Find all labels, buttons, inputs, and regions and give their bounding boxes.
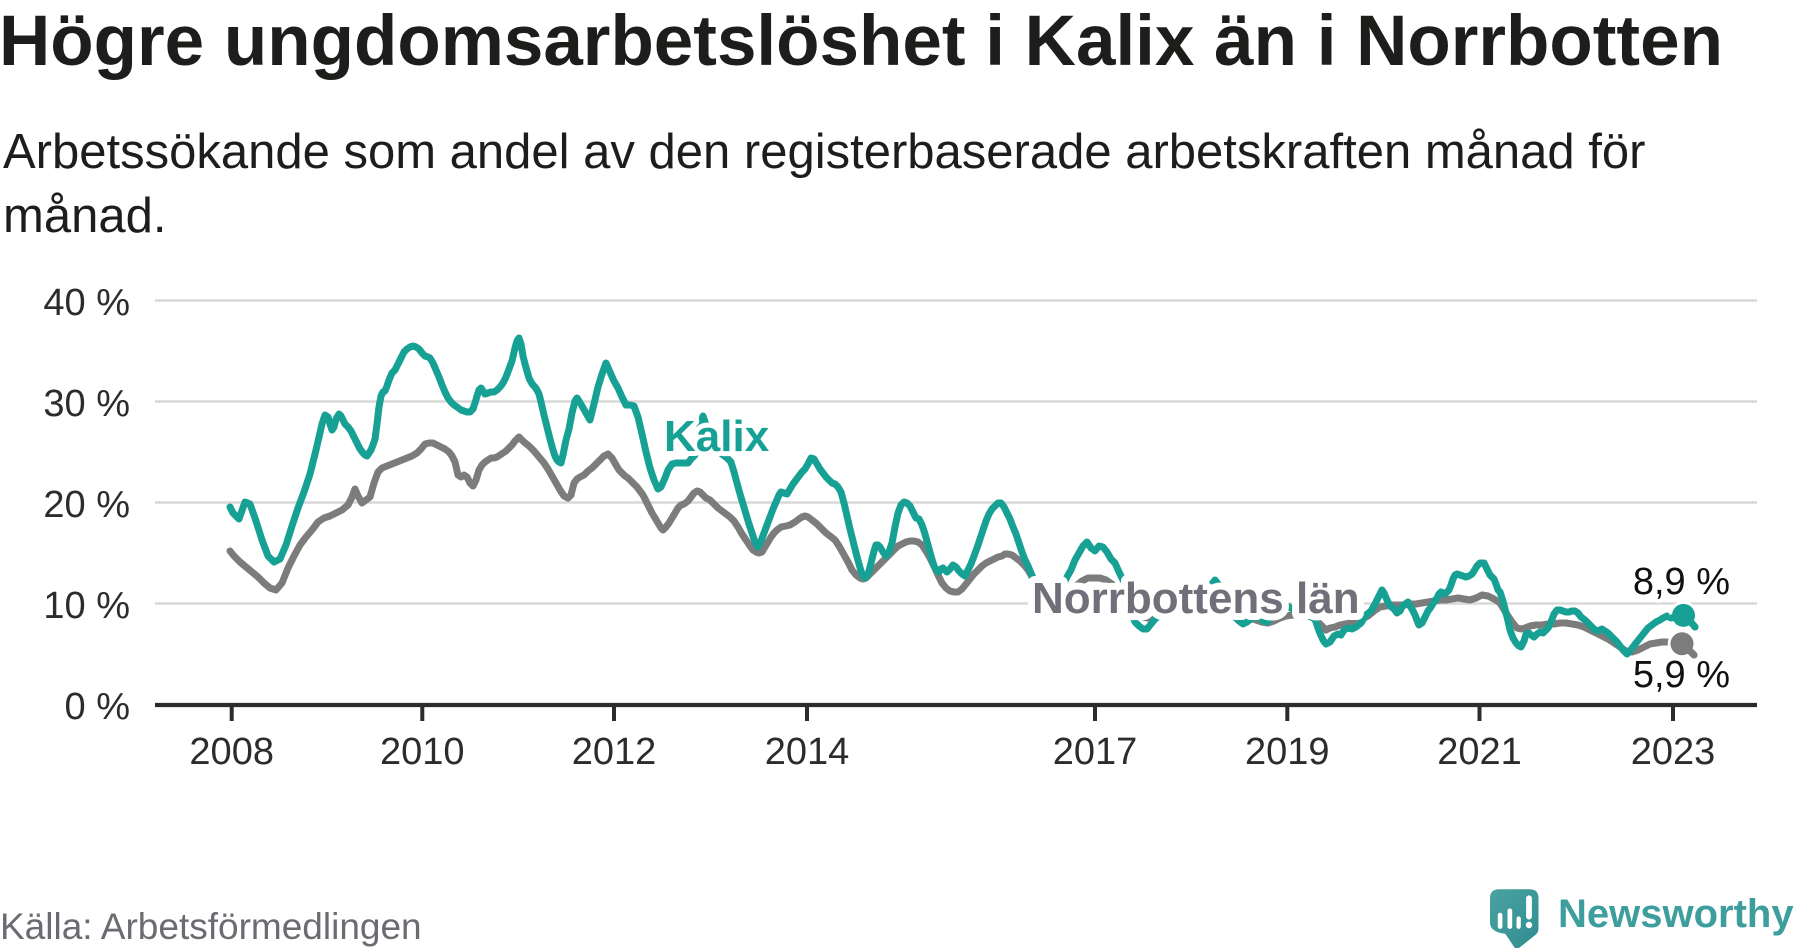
svg-text:5,9 %: 5,9 % — [1633, 654, 1730, 696]
svg-text:0 %: 0 % — [65, 686, 130, 728]
svg-text:2019: 2019 — [1245, 731, 1330, 773]
svg-text:10 %: 10 % — [43, 585, 130, 627]
svg-text:2008: 2008 — [189, 731, 274, 773]
svg-text:2014: 2014 — [765, 731, 850, 773]
svg-text:Högre ungdomsarbetslöshet i Ka: Högre ungdomsarbetslöshet i Kalix än i N… — [0, 2, 1723, 81]
svg-text:20 %: 20 % — [43, 484, 130, 526]
svg-text:Källa: Arbetsförmedlingen: Källa: Arbetsförmedlingen — [0, 906, 422, 947]
svg-text:30 %: 30 % — [43, 383, 130, 425]
svg-text:2010: 2010 — [380, 731, 465, 773]
svg-text:2012: 2012 — [572, 731, 657, 773]
svg-text:40 %: 40 % — [43, 282, 130, 324]
svg-text:Newsworthy: Newsworthy — [1558, 892, 1794, 936]
svg-text:2017: 2017 — [1053, 731, 1138, 773]
svg-text:2023: 2023 — [1631, 731, 1716, 773]
svg-text:Kalix: Kalix — [664, 412, 770, 461]
svg-text:2021: 2021 — [1437, 731, 1522, 773]
svg-text:månad.: månad. — [3, 189, 166, 243]
svg-text:8,9 %: 8,9 % — [1633, 561, 1730, 603]
svg-text:Arbetssökande som andel av den: Arbetssökande som andel av den registerb… — [3, 125, 1645, 179]
svg-text:Norrbottens län: Norrbottens län — [1032, 574, 1360, 623]
